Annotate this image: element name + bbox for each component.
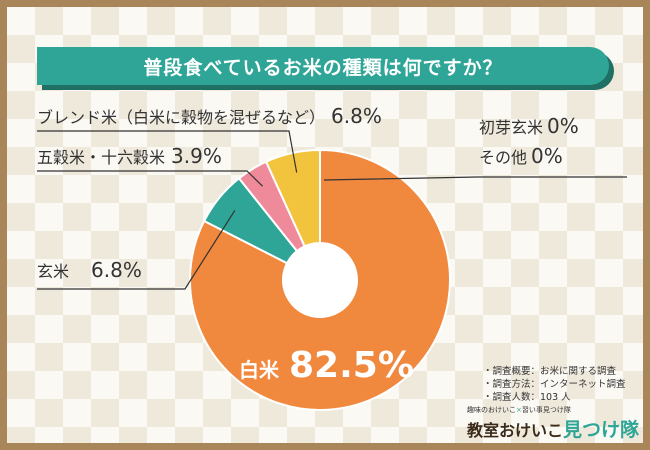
leader-brown-rice bbox=[37, 210, 236, 290]
donut-slices bbox=[189, 148, 451, 411]
label-sprouted-brown: 初芽玄米 0% bbox=[479, 114, 579, 138]
chart-title: 普段食べているお米の種類は何ですか？ bbox=[37, 47, 609, 85]
label-brown-rice: 玄米 6.8% bbox=[37, 258, 142, 282]
label-multigrain: 五穀米・十六穀米 3.9% bbox=[37, 144, 222, 168]
brand-logo: 趣味のおけいこ×習い事見つけ隊 教室おけいこ見つけ隊 bbox=[467, 405, 640, 441]
label-other: その他 0% bbox=[479, 144, 563, 168]
label-blend: ブレンド米（白米に穀物を混ぜるなど） 6.8% bbox=[37, 104, 382, 128]
leader-lines bbox=[37, 130, 627, 290]
survey-notes: ・調査概要：お米に関する調査 ・調査方法：インターネット調査 ・調査人数：103… bbox=[483, 365, 626, 404]
donut-chart: ブレンド米（白米に穀物を混ぜるなど） 6.8% 五穀米・十六穀米 3.9% 初芽玄米… bbox=[37, 104, 627, 411]
logo-wordmark: 教室おけいこ見つけ隊 bbox=[467, 419, 640, 441]
note-line: ・調査人数：103 人 bbox=[483, 392, 571, 403]
label-white-rice: 白米 82.5% bbox=[239, 345, 414, 386]
leader-zero bbox=[323, 176, 627, 181]
note-line: ・調査方法：インターネット調査 bbox=[483, 379, 626, 390]
note-line: ・調査概要：お米に関する調査 bbox=[483, 366, 617, 377]
leader-multigrain bbox=[37, 170, 263, 187]
leader-blend bbox=[37, 130, 298, 173]
logo-tagline: 趣味のおけいこ×習い事見つけ隊 bbox=[467, 406, 571, 414]
donut-hole bbox=[283, 243, 357, 317]
